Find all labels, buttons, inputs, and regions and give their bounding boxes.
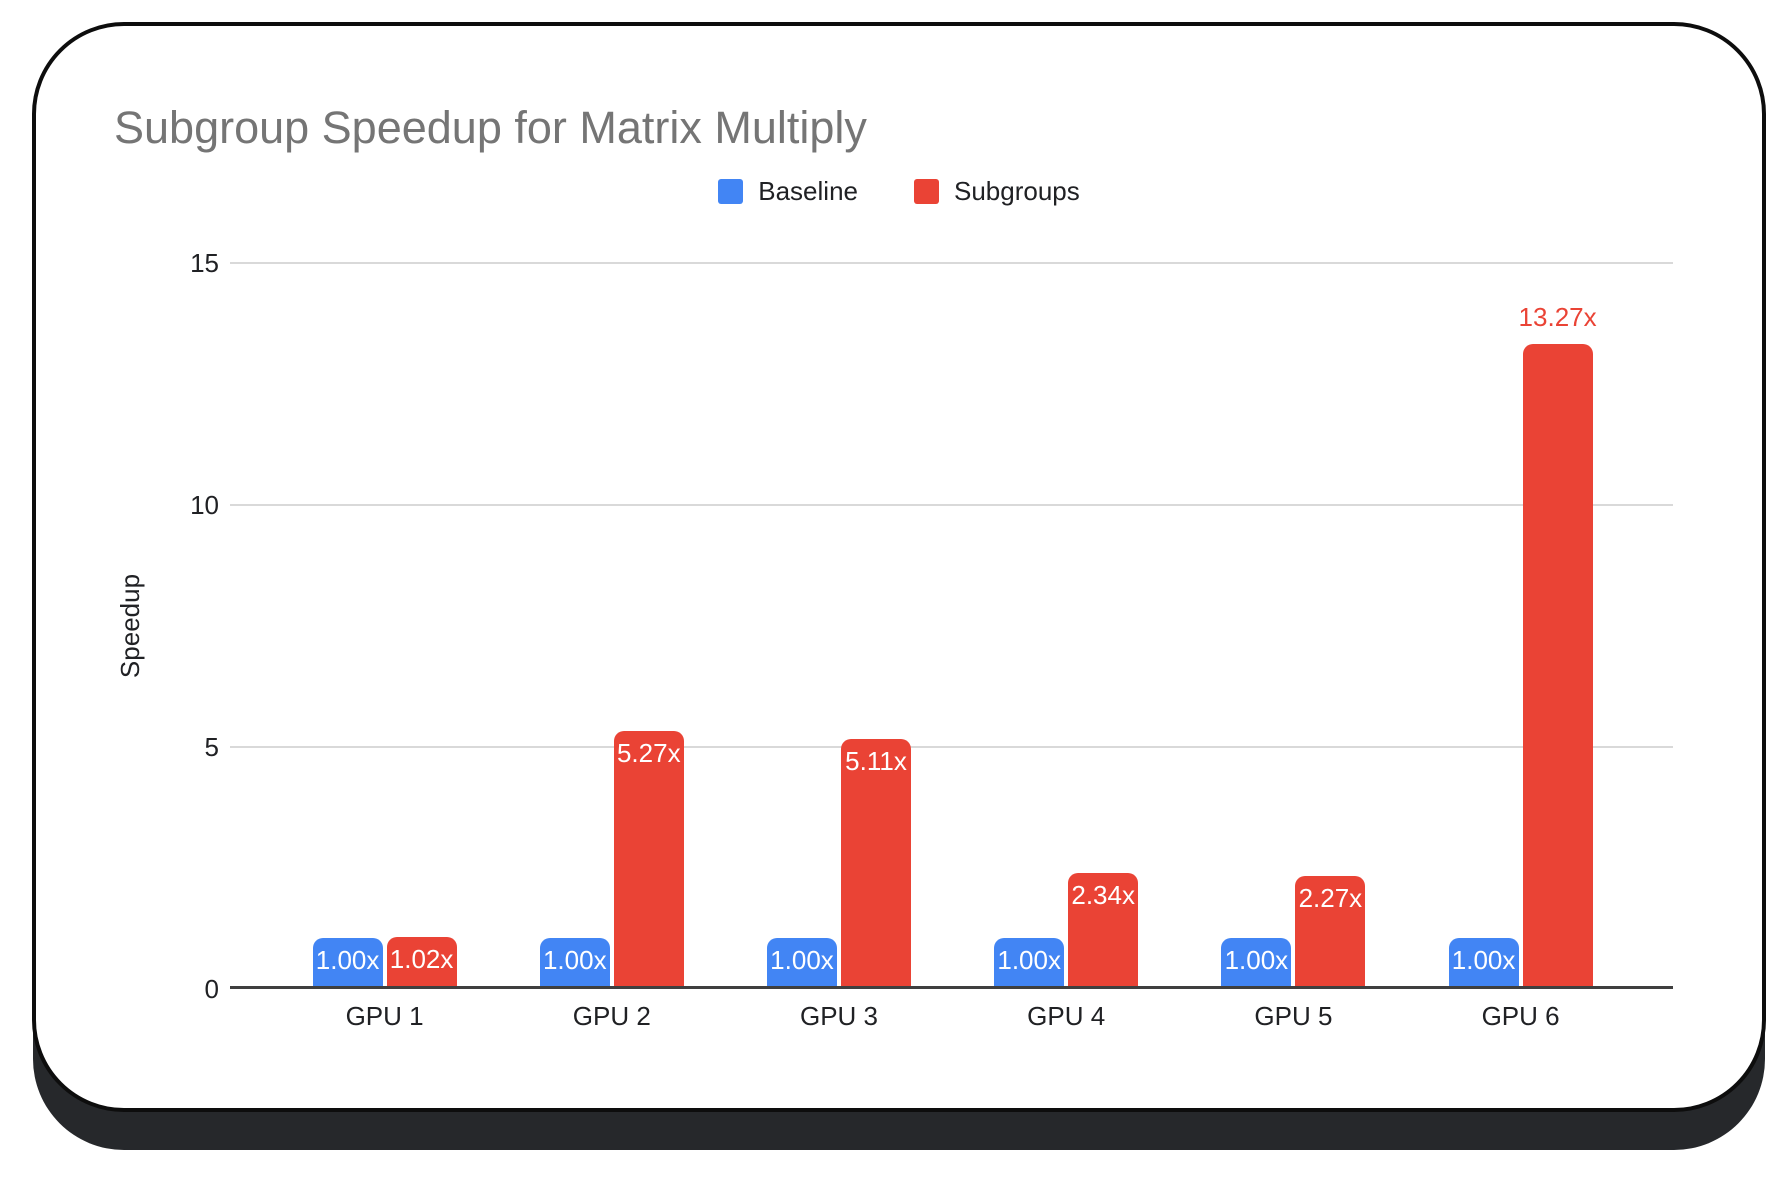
bar-subgroups-gpu-1[interactable]: 1.02x (386, 936, 457, 986)
bar-baseline-gpu-5[interactable]: 1.00x (1221, 937, 1292, 986)
y-tick-label-10: 10 (190, 490, 219, 520)
bar-value-label: 1.00x (770, 944, 834, 975)
bar-value-label: 2.27x (1298, 883, 1363, 914)
category-band-gpu-4: 1.00x 2.34x (953, 263, 1180, 986)
bar-baseline-gpu-1[interactable]: 1.00x (312, 937, 383, 986)
bar-value-label: 1.00x (315, 944, 380, 975)
y-tick-label-0: 0 (204, 974, 219, 1004)
bar-baseline-gpu-4[interactable]: 1.00x (994, 937, 1065, 986)
y-axis-title: Speedup (115, 573, 145, 679)
bar-value-label: 5.11x (845, 745, 907, 776)
category-band-gpu-6: 1.00x 13.27x (1407, 263, 1634, 986)
bar-baseline-gpu-3[interactable]: 1.00x (766, 937, 837, 986)
category-band-gpu-1: 1.00x 1.02x (271, 263, 498, 986)
bar-subgroups-gpu-2[interactable]: 5.27x (613, 730, 684, 986)
legend-label-subgroups: Subgroups (953, 176, 1080, 206)
legend-swatch-subgroups-icon (913, 179, 939, 204)
gridline-5 (230, 746, 1673, 748)
bar-value-label: 2.34x (1071, 879, 1135, 910)
plot-area: 1.00x 1.02x 1.00x 5.27x 1.00x 5.11x 1.00x 2.34x… (230, 262, 1673, 989)
legend: Baseline Subgroups (36, 176, 1762, 207)
bar-subgroups-gpu-5[interactable]: 2.27x (1295, 876, 1366, 986)
category-band-gpu-2: 1.00x 5.27x (498, 263, 725, 986)
y-tick-label-5: 5 (204, 732, 219, 762)
bar-value-label: 1.00x (542, 944, 607, 975)
chart-title: Subgroup Speedup for Matrix Multiply (114, 102, 867, 153)
bar-value-label: 1.00x (997, 944, 1061, 975)
bar-baseline-gpu-6[interactable]: 1.00x (1448, 937, 1519, 986)
category-band-gpu-5: 1.00x 2.27x (1180, 263, 1407, 986)
x-category-label-gpu-5: GPU 5 (1254, 1001, 1333, 1031)
x-category-label-gpu-4: GPU 4 (1027, 1001, 1106, 1031)
bar-value-label: 1.00x (1224, 944, 1289, 975)
legend-swatch-baseline-icon (718, 179, 744, 204)
x-category-label-gpu-3: GPU 3 (799, 1001, 878, 1031)
bar-subgroups-gpu-3[interactable]: 5.11x (840, 738, 911, 986)
x-category-label-gpu-2: GPU 2 (572, 1001, 651, 1031)
legend-label-baseline: Baseline (758, 176, 858, 206)
bar-baseline-gpu-2[interactable]: 1.00x (539, 937, 610, 986)
chart-card: Subgroup Speedup for Matrix Multiply Bas… (32, 22, 1766, 1112)
bar-value-label: 1.02x (389, 943, 454, 974)
bar-value-label: 1.00x (1451, 944, 1516, 975)
bar-value-label: 13.27x (1518, 301, 1597, 332)
bar-value-label: 5.27x (616, 737, 681, 768)
bar-subgroups-gpu-4[interactable]: 2.34x (1068, 872, 1139, 986)
y-tick-label-15: 15 (190, 248, 219, 278)
gridline-15 (230, 262, 1673, 264)
legend-item-baseline[interactable]: Baseline (718, 176, 858, 207)
category-band-gpu-3: 1.00x 5.11x (725, 263, 952, 986)
x-category-label-gpu-1: GPU 1 (345, 1001, 424, 1031)
bar-subgroups-gpu-6[interactable]: 13.27x (1519, 302, 1597, 986)
gridline-10 (230, 504, 1673, 506)
legend-item-subgroups[interactable]: Subgroups (913, 176, 1080, 207)
x-category-label-gpu-6: GPU 6 (1481, 1001, 1560, 1031)
